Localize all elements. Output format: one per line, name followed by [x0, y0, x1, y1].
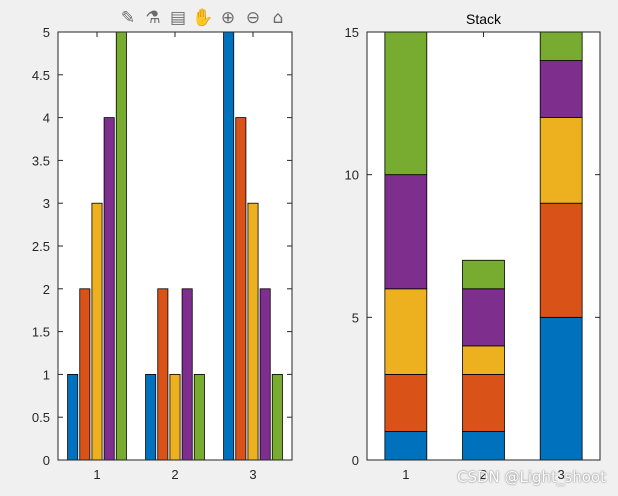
x-tick-label: 3 — [558, 467, 565, 482]
watermark-text: CSDN @Light_shoot — [456, 468, 606, 486]
stack-seg-s4-c2 — [462, 288, 505, 347]
y-tick-label: 4 — [43, 111, 50, 126]
zoom-in-icon[interactable]: ⊕ — [220, 7, 236, 28]
stack-seg-s5-c1 — [384, 31, 428, 176]
bar-s5-c1 — [115, 31, 127, 461]
stack-seg-s1-c1 — [384, 431, 428, 461]
y-tick-label: 1 — [43, 367, 50, 382]
pan-icon[interactable]: ✋ — [192, 7, 214, 28]
x-tick-label: 2 — [171, 467, 178, 482]
stack-seg-s2-c1 — [384, 373, 428, 432]
y-tick-label: 1.5 — [32, 325, 50, 340]
bar-s1-c3 — [223, 31, 235, 461]
stack-seg-s3-c3 — [539, 117, 583, 204]
y-tick-label: 2 — [43, 282, 50, 297]
bar-s5-c3 — [271, 373, 283, 461]
y-tick-label: 10 — [345, 168, 359, 183]
data-tips-icon[interactable]: ▤ — [169, 7, 187, 28]
y-tick-label: 15 — [345, 25, 359, 40]
bar-s2-c2 — [157, 288, 169, 461]
stack-seg-s3-c2 — [462, 345, 505, 375]
stack-seg-s3-c1 — [384, 288, 428, 375]
home-icon[interactable]: ⌂ — [272, 7, 284, 28]
stack-seg-s2-c3 — [539, 202, 583, 318]
x-tick-label: 3 — [249, 467, 256, 482]
stack-seg-s5-c2 — [462, 259, 505, 290]
bar-s4-c3 — [259, 288, 271, 461]
stack-seg-s4-c3 — [539, 60, 583, 118]
stack-seg-s4-c1 — [384, 174, 428, 290]
bar-s1-c2 — [145, 373, 157, 461]
bar-s2-c3 — [235, 117, 247, 461]
edit-plot-icon[interactable]: ✎ — [120, 7, 136, 28]
bar-s5-c2 — [193, 373, 205, 461]
bar-s3-c2 — [169, 373, 181, 461]
bar-s4-c2 — [181, 288, 193, 461]
y-tick-label: 5 — [43, 25, 50, 40]
stack-seg-s5-c3 — [539, 31, 583, 61]
x-tick-label: 2 — [480, 467, 487, 482]
y-tick-label: 5 — [352, 310, 359, 325]
bar-s1-c1 — [67, 373, 79, 461]
x-tick-label: 1 — [93, 467, 100, 482]
y-tick-label: 0 — [352, 453, 359, 468]
y-tick-label: 0 — [43, 453, 50, 468]
axes-toolbar: ✎ ⚗ ▤ ✋ ⊕ ⊖ ⌂ — [117, 6, 289, 30]
x-tick-label: 1 — [402, 467, 409, 482]
brush-icon[interactable]: ⚗ — [145, 7, 161, 28]
y-tick-label: 4.5 — [32, 68, 50, 83]
y-tick-label: 2.5 — [32, 239, 50, 254]
bar-s4-c1 — [103, 117, 115, 461]
chart-title-2: Stack — [466, 11, 502, 27]
y-tick-label: 3 — [43, 196, 50, 211]
y-tick-label: 0.5 — [32, 410, 50, 425]
bar-s3-c3 — [247, 202, 259, 461]
stack-seg-s1-c3 — [539, 316, 583, 461]
plot-frame-1 — [57, 31, 293, 461]
stack-seg-s2-c2 — [462, 373, 505, 432]
bar-s2-c1 — [79, 288, 91, 461]
plot-frame-2 — [366, 31, 601, 461]
zoom-out-icon[interactable]: ⊖ — [245, 7, 261, 28]
bar-s3-c1 — [91, 202, 103, 461]
y-tick-label: 3.5 — [32, 153, 50, 168]
stack-seg-s1-c2 — [462, 431, 505, 461]
